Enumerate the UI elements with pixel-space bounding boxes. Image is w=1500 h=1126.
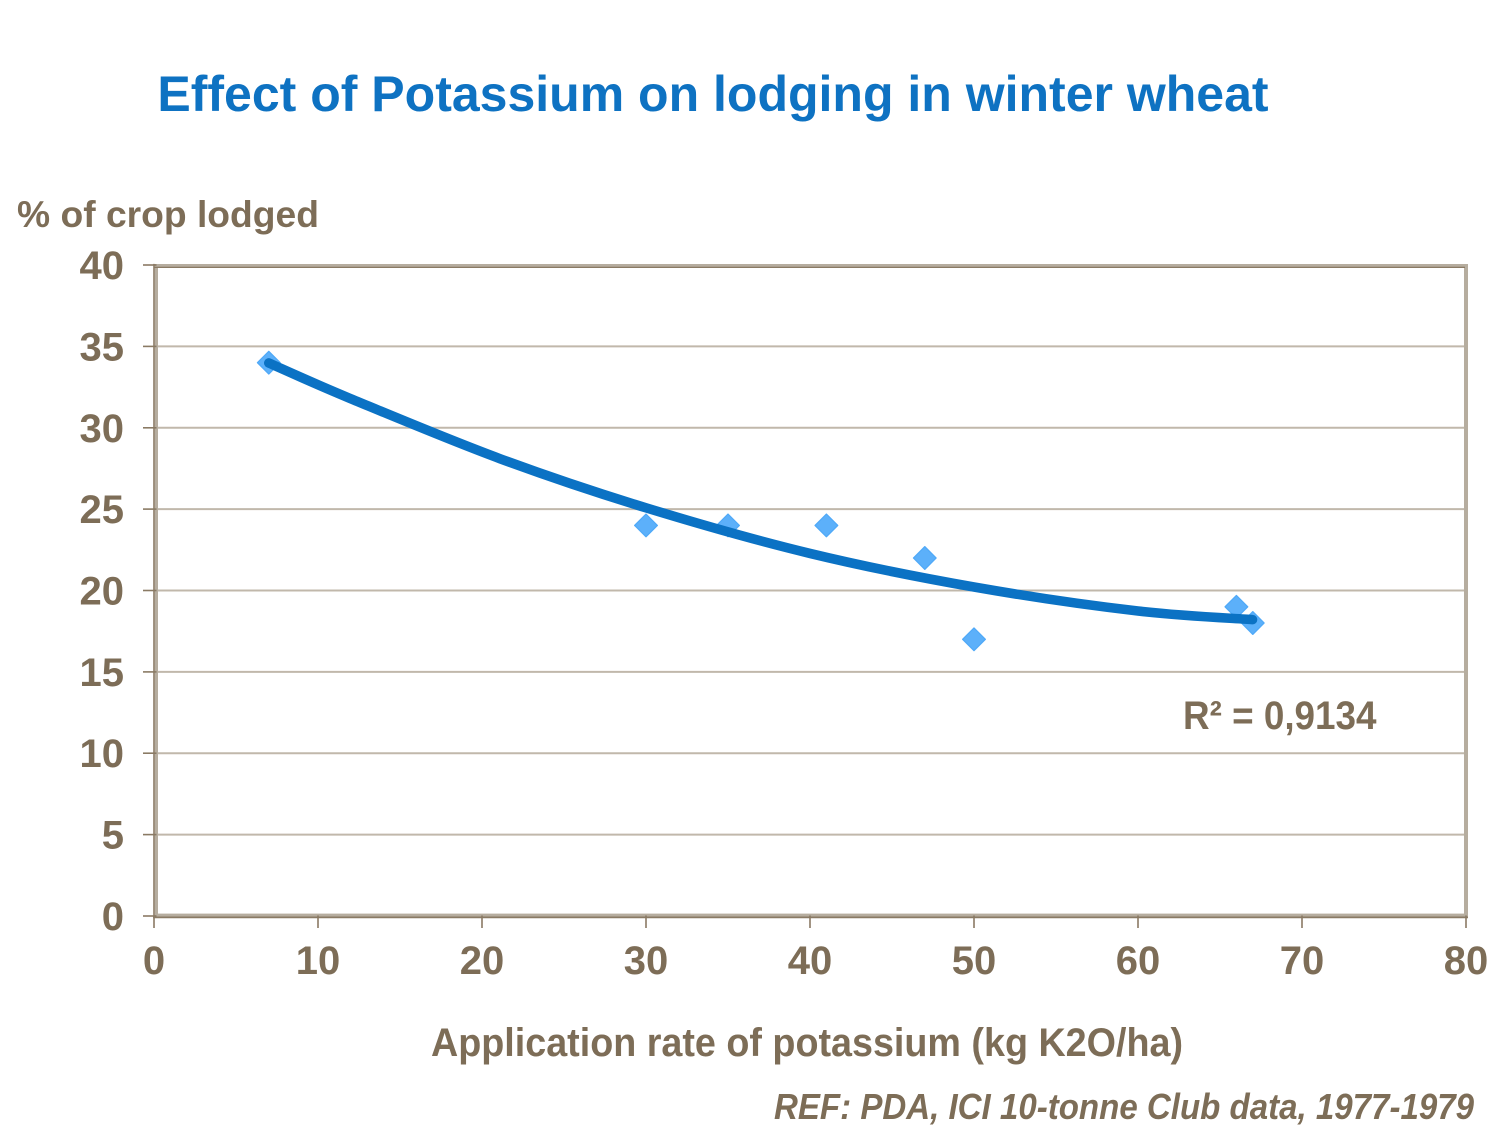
svg-text:15: 15 — [80, 651, 125, 695]
svg-text:40: 40 — [80, 244, 125, 288]
svg-text:% of crop lodged: % of crop lodged — [17, 194, 319, 235]
svg-text:20: 20 — [80, 570, 125, 614]
svg-text:30: 30 — [624, 939, 669, 983]
svg-text:50: 50 — [952, 939, 997, 983]
svg-text:80: 80 — [1444, 939, 1489, 983]
svg-text:40: 40 — [788, 939, 833, 983]
svg-text:25: 25 — [80, 488, 125, 532]
svg-text:Application rate of potassium: Application rate of potassium (kg K2O/ha… — [431, 1021, 1183, 1065]
svg-text:0: 0 — [143, 939, 165, 983]
svg-text:0: 0 — [102, 895, 124, 939]
svg-text:REF: PDA, ICI 10-tonne Club da: REF: PDA, ICI 10-tonne Club data, 1977-1… — [774, 1086, 1474, 1126]
svg-text:30: 30 — [80, 407, 125, 451]
svg-text:20: 20 — [460, 939, 505, 983]
svg-text:60: 60 — [1116, 939, 1161, 983]
svg-text:10: 10 — [296, 939, 341, 983]
svg-text:5: 5 — [102, 814, 124, 858]
svg-text:Effect of Potassium on lodging: Effect of Potassium on lodging in winter… — [157, 66, 1269, 122]
svg-text:10: 10 — [80, 732, 125, 776]
svg-text:70: 70 — [1280, 939, 1325, 983]
svg-text:R² = 0,9134: R² = 0,9134 — [1183, 694, 1377, 738]
svg-text:35: 35 — [80, 325, 125, 369]
